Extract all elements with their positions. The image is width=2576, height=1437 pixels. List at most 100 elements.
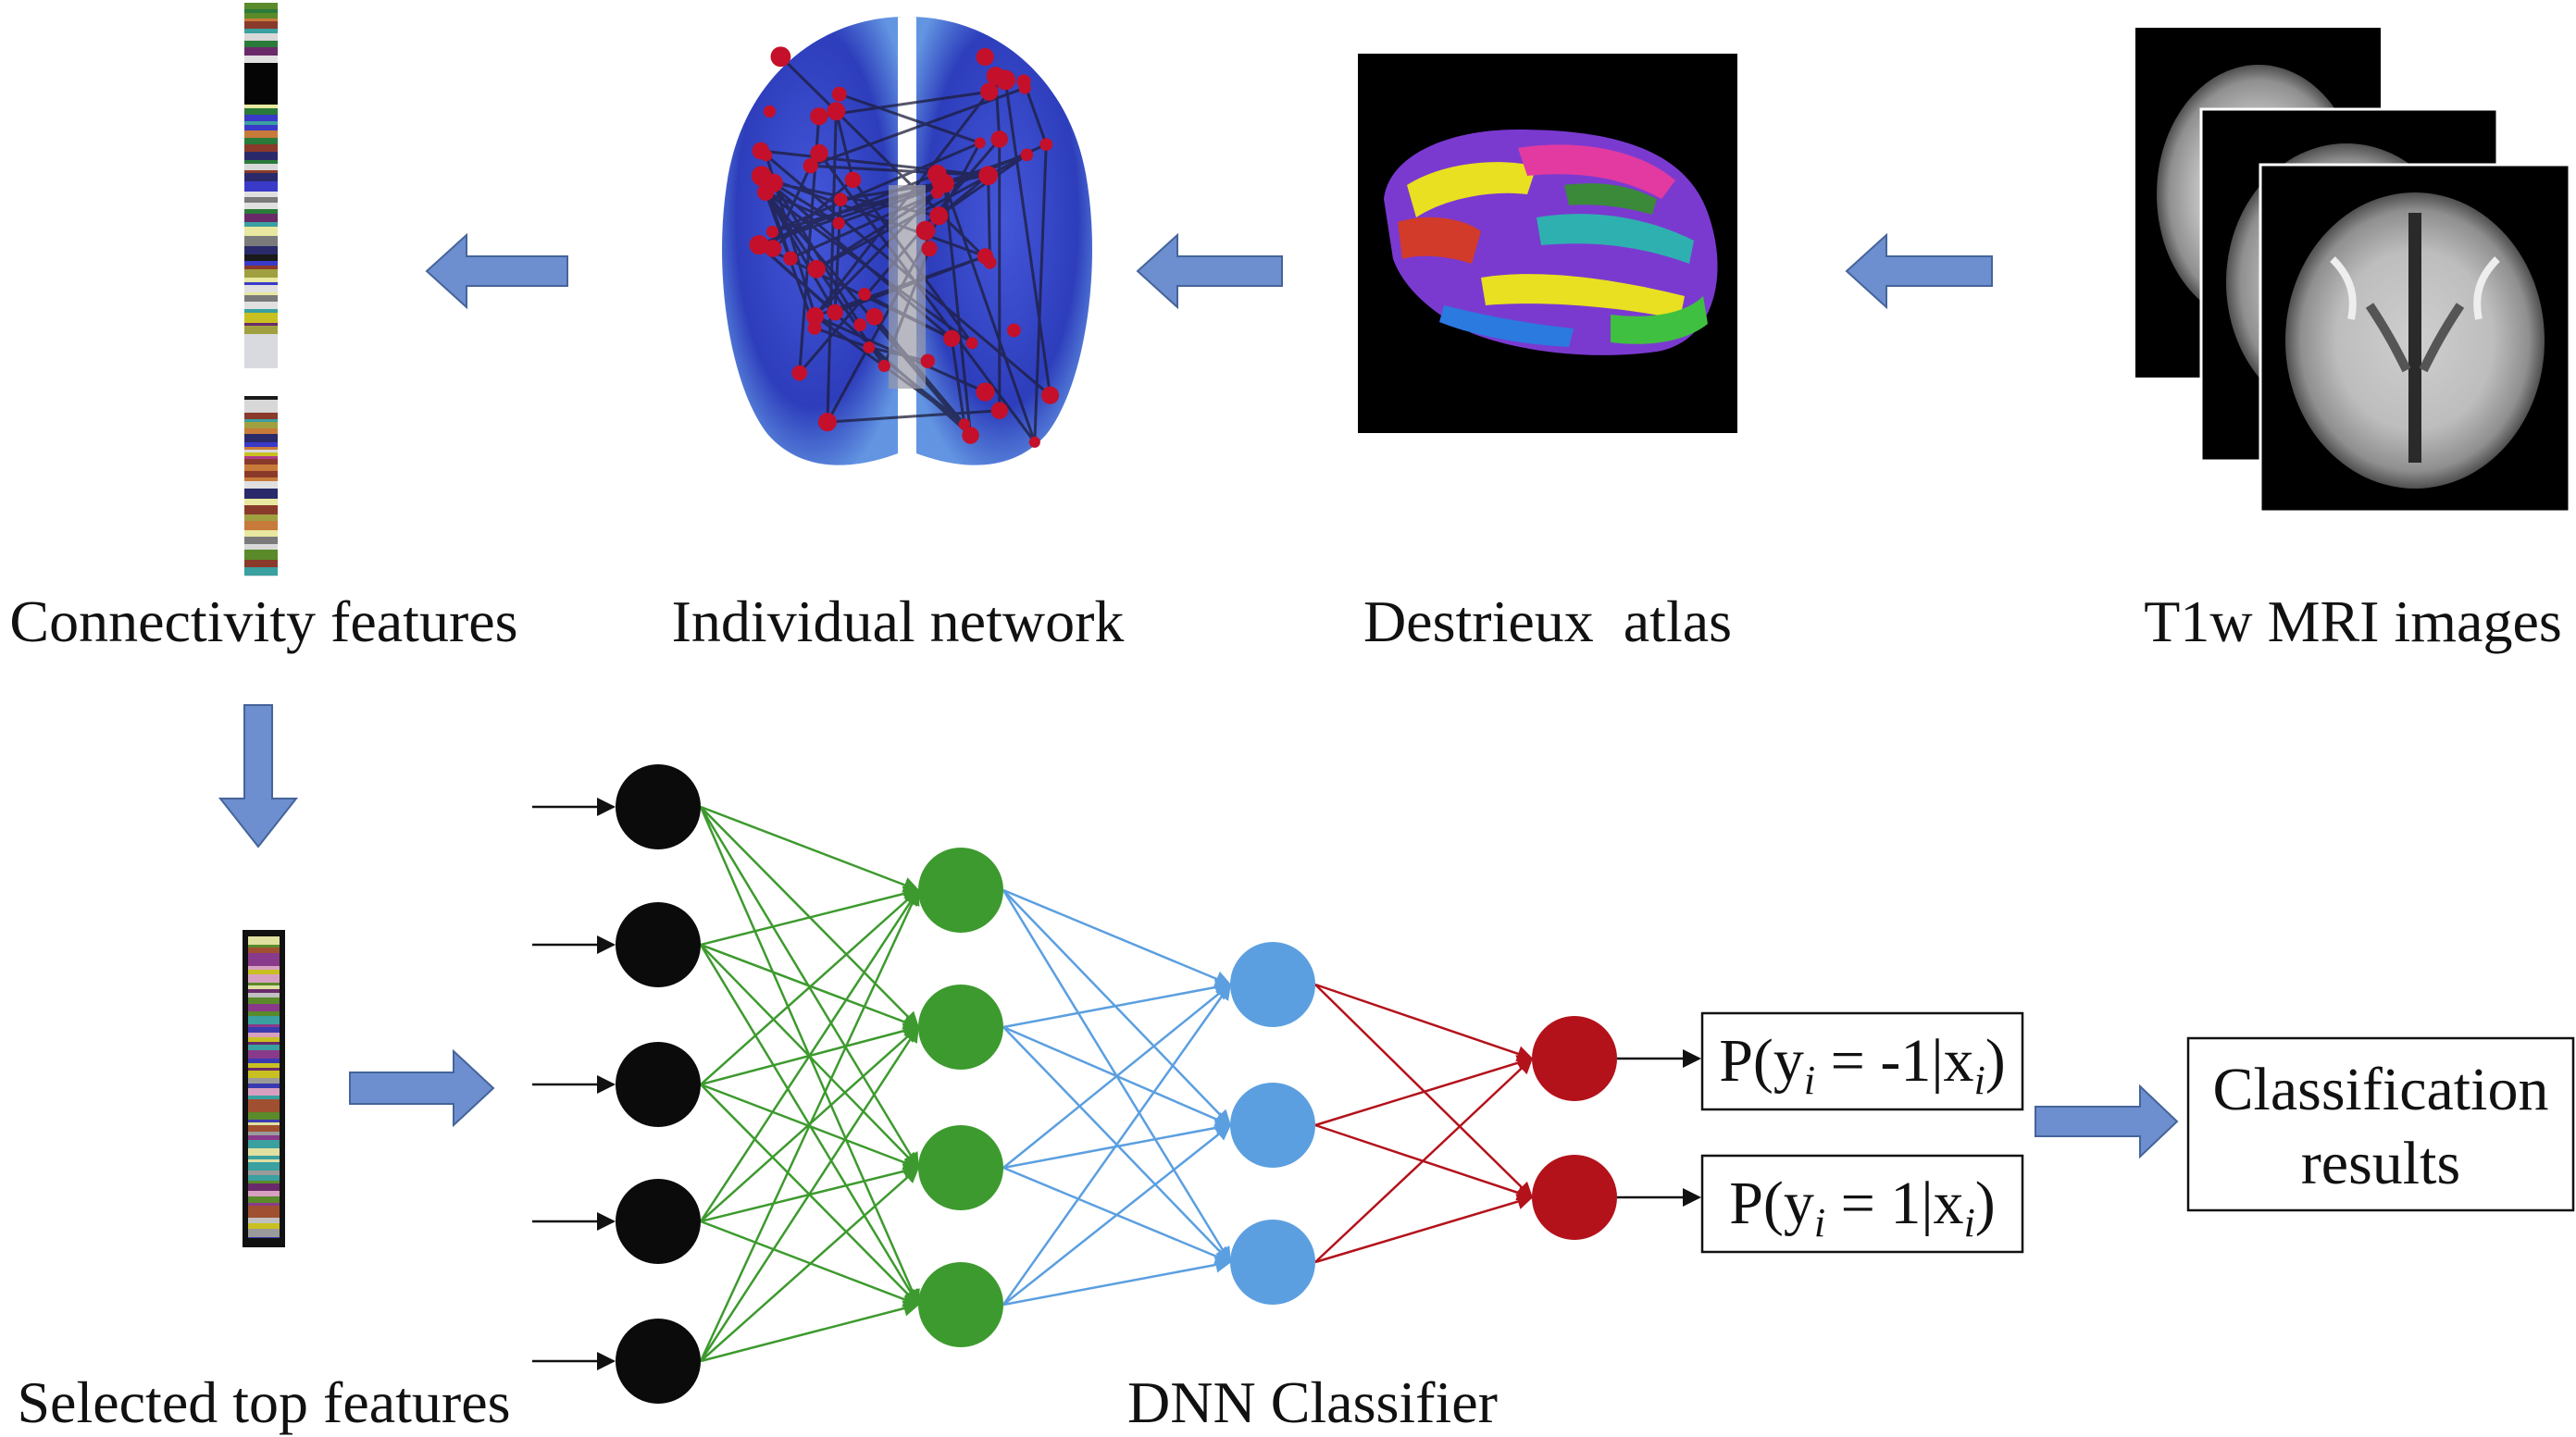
brain-node: [929, 206, 949, 226]
feature-stripe: [244, 269, 278, 278]
selected-stripe: [248, 945, 280, 948]
feature-stripe: [244, 197, 278, 203]
brain-node: [765, 225, 779, 239]
selected-stripe: [248, 966, 280, 970]
feature-stripe: [244, 164, 278, 170]
feature-stripe: [244, 19, 278, 21]
feature-stripe: [244, 63, 278, 67]
feature-stripe: [244, 236, 278, 246]
selected-stripe: [248, 1042, 280, 1045]
dnn-edge: [1314, 983, 1534, 1062]
feature-stripe: [244, 396, 278, 400]
feature-stripe: [244, 125, 278, 130]
feature-stripe: [244, 471, 278, 477]
brain-node: [791, 365, 808, 381]
dnn-node: [616, 764, 701, 849]
selected-stripe: [248, 997, 280, 1004]
brain-node: [783, 251, 798, 266]
dnn-classifier: [532, 764, 1701, 1404]
selected-stripe: [248, 974, 280, 983]
brain-node: [865, 307, 884, 326]
brain-node: [877, 359, 890, 373]
output-box-positive: P(yi = 1|xi): [1700, 1154, 2024, 1254]
feature-stripe: [244, 560, 278, 567]
feature-stripe: [244, 477, 278, 481]
selected-stripe: [248, 1088, 280, 1096]
brain-node: [863, 341, 876, 353]
dnn-edge: [700, 886, 920, 947]
output-box-negative: P(yi = -1|xi): [1700, 1011, 2024, 1111]
feature-stripe: [244, 67, 278, 77]
selected-stripe: [248, 1071, 280, 1078]
selected-stripe: [248, 1004, 280, 1011]
feature-stripe: [244, 442, 278, 447]
brain-node: [977, 248, 994, 265]
selected-stripe: [248, 1237, 280, 1238]
arrow-atlas-to-network: [1136, 232, 1283, 310]
feature-stripe: [244, 144, 278, 152]
arrow-mri-to-atlas: [1845, 232, 1993, 310]
feature-stripe: [244, 456, 278, 459]
feature-stripe: [244, 209, 278, 214]
selected-stripe: [248, 1078, 280, 1084]
brain-node: [990, 402, 1009, 419]
feature-stripe: [244, 181, 278, 192]
selected-stripe: [248, 1108, 280, 1112]
arrow-features-down: [218, 704, 299, 849]
selected-stripe: [248, 1132, 280, 1135]
feature-stripe: [244, 567, 278, 576]
feature-stripe: [244, 550, 278, 560]
brain-node: [962, 427, 979, 444]
feature-stripe: [244, 282, 278, 285]
selected-stripe: [248, 1135, 280, 1140]
selected-stripe: [248, 1223, 280, 1229]
dnn-edge: [1002, 889, 1232, 1127]
arrow-network-to-features: [425, 232, 568, 310]
brain-node: [915, 220, 936, 241]
selected-stripe: [248, 1229, 280, 1237]
feature-stripe: [244, 160, 278, 164]
feature-stripe: [244, 323, 278, 326]
selected-stripe: [248, 1112, 280, 1120]
selected-stripe: [248, 1140, 280, 1148]
dnn-node: [616, 1179, 701, 1264]
feature-stripe: [244, 261, 278, 266]
dnn-node: [1230, 942, 1315, 1027]
brain-node: [827, 304, 843, 321]
selected-stripe: [248, 1191, 280, 1196]
feature-stripe: [244, 278, 278, 282]
selected-feature-strip: [243, 930, 285, 1247]
feature-stripe: [244, 222, 278, 227]
feature-stripe: [244, 530, 278, 537]
dnn-node: [1532, 1155, 1617, 1240]
feature-stripe: [244, 465, 278, 471]
feature-stripe: [244, 334, 278, 341]
feature-stripe: [244, 121, 278, 125]
selected-stripe: [248, 1171, 280, 1175]
feature-stripe: [244, 514, 278, 521]
brain-node: [1028, 436, 1040, 448]
feature-stripe: [244, 387, 278, 396]
brain-node: [817, 413, 837, 432]
arrow-to-results: [2035, 1084, 2179, 1159]
feature-stripe: [244, 346, 278, 350]
brain-node: [764, 240, 782, 257]
feature-stripe: [244, 3, 278, 9]
feature-stripe: [244, 295, 278, 302]
dnn-edge: [700, 1300, 920, 1363]
selected-stripe: [248, 1068, 280, 1071]
selected-stripe: [248, 1045, 280, 1050]
brain-node: [770, 46, 791, 68]
brain-node: [844, 171, 862, 189]
selected-stripe: [248, 1122, 280, 1125]
dnn-node: [616, 1319, 701, 1404]
dnn-edge: [1002, 979, 1232, 1029]
selected-stripe: [248, 1050, 280, 1059]
brain-node: [1007, 323, 1021, 338]
dnn-edge: [1314, 1057, 1534, 1263]
feature-stripe: [244, 292, 278, 295]
feature-stripe: [244, 214, 278, 222]
feature-stripe: [244, 489, 278, 499]
selected-stripe: [248, 1016, 280, 1024]
feature-stripe: [244, 47, 278, 56]
